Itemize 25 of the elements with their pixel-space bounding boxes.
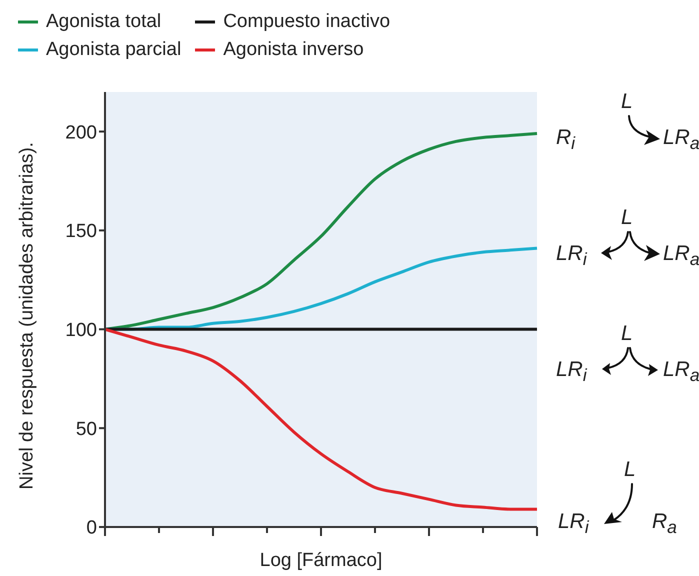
legend-label: Agonista inverso bbox=[223, 39, 364, 61]
text: LR$_{i}$ bbox=[556, 242, 587, 272]
line-series bbox=[104, 328, 538, 511]
text: R$_{a}$ bbox=[652, 510, 677, 540]
text: LR$_{a}$ bbox=[663, 126, 699, 156]
y-tick-label: 150 bbox=[65, 221, 97, 242]
text: R$_{i}$ bbox=[556, 126, 576, 156]
legend-label: Agonista total bbox=[46, 11, 162, 33]
line-series bbox=[104, 132, 538, 331]
y-tick-label: 0 bbox=[86, 518, 97, 539]
text: LR$_{a}$ bbox=[663, 242, 699, 272]
y-tick-label: 100 bbox=[65, 320, 97, 342]
text: L bbox=[621, 322, 633, 346]
x-axis-title: Log [Fármaco] bbox=[260, 550, 382, 571]
y-tick-label: 50 bbox=[76, 418, 97, 440]
text: LR$_{i}$ bbox=[558, 510, 589, 540]
text: LR$_{a}$ bbox=[663, 358, 699, 388]
text: L bbox=[621, 90, 633, 114]
text: L bbox=[621, 206, 633, 230]
y-axis-title: Nivel de respuesta (unidades arbitrarias). bbox=[16, 142, 38, 490]
legend-label: Compuesto inactivo bbox=[223, 11, 390, 33]
y-tick-label: 200 bbox=[65, 122, 97, 144]
text: LR$_{i}$ bbox=[556, 358, 587, 388]
text: L bbox=[624, 458, 636, 482]
legend-label: Agonista parcial bbox=[46, 39, 182, 61]
